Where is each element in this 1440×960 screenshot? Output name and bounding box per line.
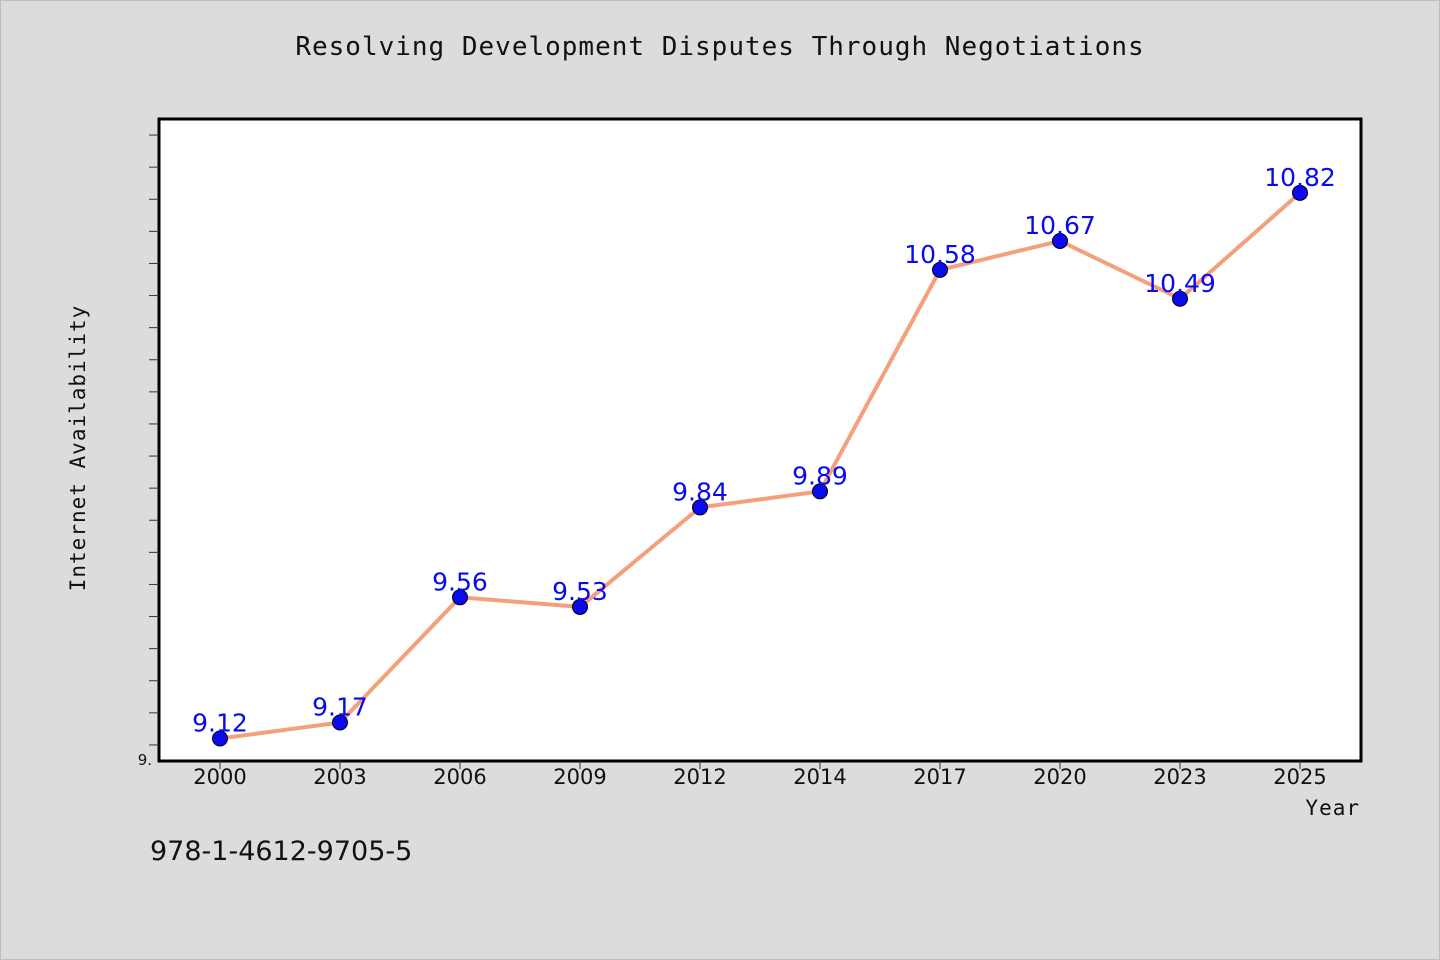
data-label: 9.53 [552, 577, 608, 606]
data-label: 10.82 [1264, 163, 1336, 192]
data-point [1172, 290, 1188, 307]
x-tick-label: 2020 [1033, 765, 1086, 789]
data-point [572, 598, 588, 615]
plot-area [157, 117, 1363, 763]
data-label: 9.12 [192, 709, 248, 738]
x-tick-label: 2003 [313, 765, 366, 789]
data-label: 9.84 [672, 477, 728, 506]
series-layer [212, 184, 1308, 747]
data-label-layer: 9.12 9.17 9.56 9.53 9.84 9.89 10.58 10.67 10.49 1… [192, 163, 1336, 738]
x-tick-label: 2000 [193, 765, 246, 789]
x-axis-label: Year [1305, 796, 1360, 820]
data-label: 10.67 [1024, 211, 1096, 240]
data-point [692, 499, 708, 516]
x-tick-label: 2012 [673, 765, 726, 789]
data-point [1052, 232, 1068, 249]
data-point [332, 714, 348, 731]
data-label: 10.58 [904, 240, 976, 269]
x-tick-label: 2023 [1153, 765, 1206, 789]
data-point [932, 261, 948, 278]
data-point [452, 589, 468, 606]
x-tick-label: 2009 [553, 765, 606, 789]
x-tick-label: 2014 [793, 765, 846, 789]
y-tick-label: 9. [138, 751, 152, 769]
data-point [1292, 184, 1308, 201]
data-point [212, 730, 228, 747]
data-label: 9.56 [432, 567, 488, 596]
footnote-isbn: 978-1-4612-9705-5 [150, 836, 413, 867]
chart-title: Resolving Development Disputes Through N… [295, 32, 1145, 62]
x-tick-label: 2025 [1273, 765, 1326, 789]
x-tick-label: 2017 [913, 765, 966, 789]
series-line [218, 190, 1302, 741]
x-tick-label: 2006 [433, 765, 486, 789]
data-label: 9.17 [312, 692, 368, 721]
data-point [812, 483, 828, 500]
x-axis-ticks: 2000 2003 2006 2009 2012 2014 2017 2020 2023 2025 [193, 761, 1327, 789]
data-label: 9.89 [792, 461, 848, 490]
data-label: 10.49 [1144, 269, 1216, 298]
y-axis-ticks: 9. [138, 134, 159, 769]
